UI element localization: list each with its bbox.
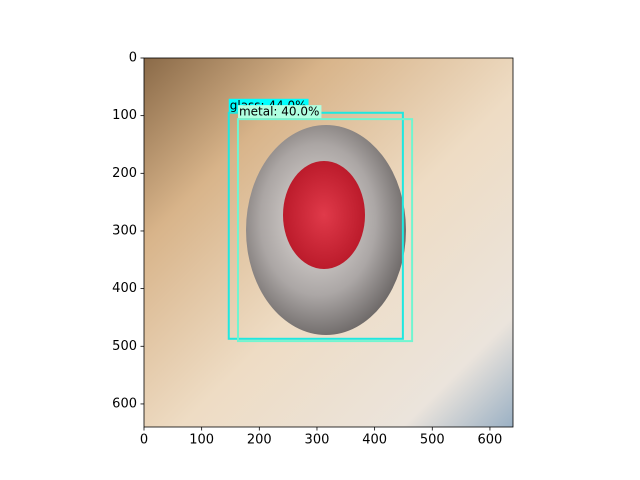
x-tick-label: 0 xyxy=(140,433,148,448)
x-tick-label: 200 xyxy=(247,433,272,448)
y-tick-label: 100 xyxy=(112,108,137,123)
x-tick-label: 500 xyxy=(420,433,445,448)
y-tick-label: 300 xyxy=(112,223,137,238)
box-label-background xyxy=(237,105,322,119)
x-tick-label: 400 xyxy=(362,433,387,448)
x-tick-label: 300 xyxy=(305,433,330,448)
y-tick-label: 500 xyxy=(112,339,137,354)
y-tick-label: 200 xyxy=(112,166,137,181)
x-tick-label: 600 xyxy=(478,433,503,448)
axes-frame xyxy=(143,57,514,428)
y-tick-label: 0 xyxy=(129,51,137,66)
x-tick-label: 100 xyxy=(189,433,214,448)
box-label: metal: 40.0% xyxy=(239,105,319,119)
y-tick-label: 600 xyxy=(112,396,137,411)
bottle-cap xyxy=(283,161,365,269)
y-tick-label: 400 xyxy=(112,281,137,296)
bounding-box xyxy=(236,118,414,343)
